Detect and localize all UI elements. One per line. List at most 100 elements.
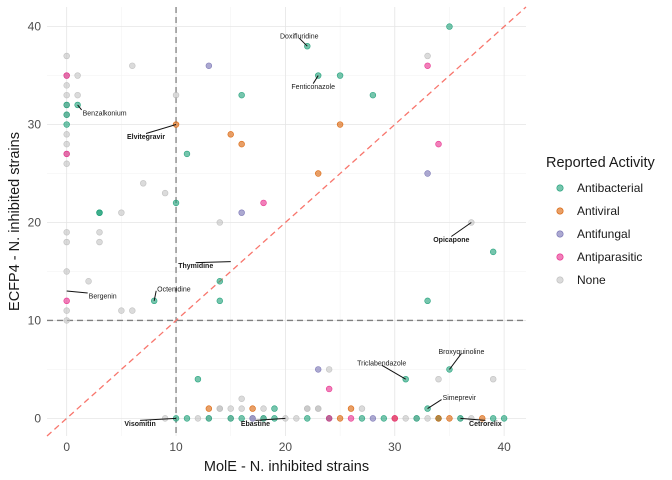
point-antibacterial xyxy=(271,415,278,422)
x-tick-label: 30 xyxy=(388,440,402,454)
point-antibacterial xyxy=(489,415,497,422)
annotation-leader xyxy=(195,261,231,264)
point-none xyxy=(216,405,223,412)
data-points xyxy=(63,23,508,422)
y-tick-label: 0 xyxy=(34,411,41,425)
point-antibacterial xyxy=(358,415,366,422)
point-none xyxy=(63,140,70,148)
point-none xyxy=(96,238,103,246)
annotation-label: Visomitin xyxy=(124,421,155,428)
point-antifungal xyxy=(315,366,322,373)
point-none xyxy=(227,405,234,412)
annotation-label: Simeprevir xyxy=(443,395,477,402)
point-none xyxy=(74,91,81,99)
point-antibacterial xyxy=(96,209,103,216)
point-none xyxy=(435,375,442,383)
point-antiviral xyxy=(205,405,213,412)
point-antibacterial xyxy=(216,297,223,305)
point-none xyxy=(315,405,322,412)
point-antiviral xyxy=(238,140,245,148)
legend-key-none xyxy=(556,276,564,284)
legend-label-none: None xyxy=(577,273,606,287)
annotation-label: Doxifluridine xyxy=(280,34,319,41)
y-tick-label: 20 xyxy=(28,215,42,229)
point-antibacterial xyxy=(238,415,245,422)
annotation-label: Fenticonazole xyxy=(291,84,335,91)
legend-title: Reported Activity xyxy=(546,155,656,171)
point-none xyxy=(118,307,125,314)
legend-label-antibacterial: Antibacterial xyxy=(577,181,643,195)
legend-key-antibacterial xyxy=(556,184,564,192)
annotation-label: Triclabendazole xyxy=(357,361,406,368)
point-antifungal xyxy=(238,209,245,216)
annotation-label: Octenidine xyxy=(157,286,191,293)
point-none xyxy=(260,405,267,412)
point-none xyxy=(402,415,409,422)
point-antiparasitic xyxy=(63,297,70,305)
legend-label-antiparasitic: Antiparasitic xyxy=(577,250,642,264)
point-none xyxy=(63,317,70,324)
annotation-leader xyxy=(451,222,472,237)
annotation-leader xyxy=(153,290,157,301)
point-none xyxy=(293,415,300,422)
point-antiviral xyxy=(446,415,453,422)
point-none xyxy=(424,52,431,60)
annotation-leader xyxy=(66,290,88,294)
point-none xyxy=(238,395,245,402)
point-antiparasitic xyxy=(347,415,355,422)
annotation-label: Thymidine xyxy=(178,263,213,270)
point-none xyxy=(304,405,311,412)
point-none xyxy=(74,72,81,79)
point-none xyxy=(358,405,366,412)
point-none xyxy=(129,62,136,69)
point-antifungal xyxy=(249,415,256,422)
point-antibacterial xyxy=(227,415,234,422)
point-antiparasitic xyxy=(435,140,442,148)
point-antibacterial xyxy=(336,72,344,79)
x-tick-label: 20 xyxy=(279,440,293,454)
annotation-leader xyxy=(77,104,83,111)
annotation-leader xyxy=(145,124,177,135)
point-antiviral xyxy=(336,415,344,422)
point-antibacterial xyxy=(446,23,453,30)
annotation-leader xyxy=(427,399,442,409)
point-antibacterial xyxy=(63,111,70,118)
annotation-leader xyxy=(140,417,177,421)
point-antiparasitic xyxy=(260,199,267,207)
point-none xyxy=(96,229,103,236)
point-antibacterial xyxy=(216,278,223,285)
tick-labels: 0 10 20 30 40 0 10 20 30 40 xyxy=(28,20,511,454)
point-none xyxy=(63,307,70,314)
point-none xyxy=(216,219,223,226)
point-antifungal xyxy=(369,415,377,422)
point-none xyxy=(63,238,70,246)
x-tick-label: 0 xyxy=(63,440,70,454)
point-antibacterial xyxy=(424,297,431,305)
point-antibacterial xyxy=(271,405,278,412)
annotation-label: Benzalkonium xyxy=(83,110,127,117)
point-antiviral xyxy=(249,405,256,412)
legend-label-antiviral: Antiviral xyxy=(577,204,620,218)
annotation-label: Broxyquinoline xyxy=(438,349,484,356)
point-antiviral xyxy=(347,405,355,412)
annotation-leader xyxy=(381,364,406,380)
annotation-leader xyxy=(298,37,308,47)
annotation-leader xyxy=(312,75,319,84)
point-none xyxy=(325,366,333,373)
point-none xyxy=(63,268,70,275)
point-antiparasitic xyxy=(63,150,70,158)
point-antibacterial xyxy=(380,415,388,422)
point-antibacterial xyxy=(369,91,377,99)
diagonal-line xyxy=(46,6,527,437)
point-antiparasitic xyxy=(325,415,333,422)
annotation-leader xyxy=(449,353,462,370)
annotation-leader xyxy=(460,417,486,421)
y-tick-label: 30 xyxy=(28,118,42,132)
legend-label-antifungal: Antifungal xyxy=(577,227,630,241)
point-antiparasitic xyxy=(391,415,398,422)
point-none xyxy=(85,278,92,285)
point-antibacterial xyxy=(63,121,70,128)
annotation-label: Bergenin xyxy=(89,294,117,301)
x-axis-title: MolE - N. inhibited strains xyxy=(204,459,369,475)
